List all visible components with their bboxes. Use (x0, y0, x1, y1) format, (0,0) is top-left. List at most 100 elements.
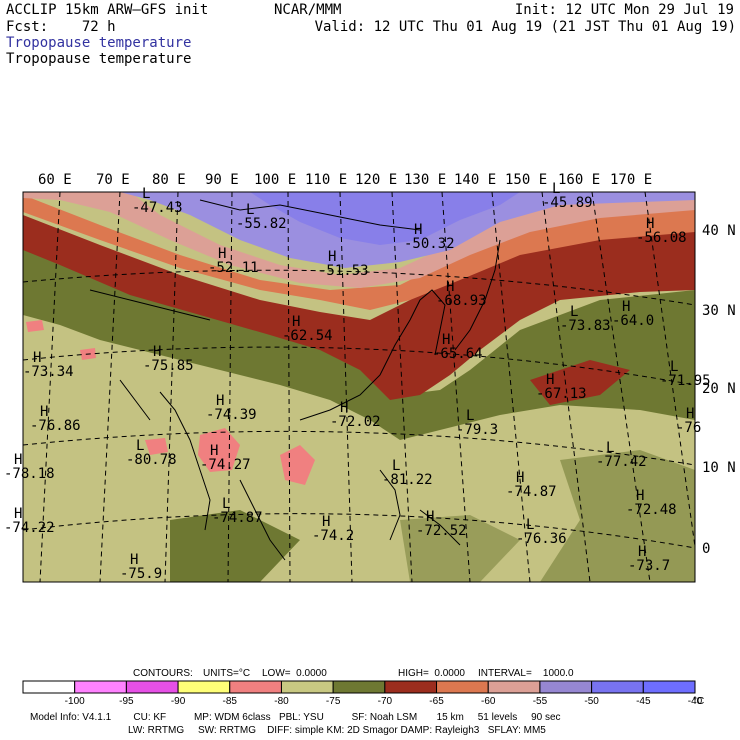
field-name-2: Tropopause temperature (6, 51, 192, 67)
pressure-center-value: -52.11 (208, 260, 259, 276)
pressure-center-value: -72.52 (416, 523, 467, 539)
colorbar-swatch (436, 680, 489, 694)
interval-label: INTERVAL= 1000.0 (478, 668, 574, 679)
lon-label: 70 E (96, 172, 130, 188)
pressure-center-value: -51.53 (318, 263, 369, 279)
pressure-center-letter: H (686, 406, 694, 422)
pressure-center-value: -62.54 (282, 328, 333, 344)
pressure-center-value: -76.36 (516, 531, 567, 547)
pressure-center-value: -73.7 (628, 558, 670, 574)
pressure-center-letter: H (153, 344, 161, 360)
colorbar: -100 -95 -90 -85 -80 -75 -70 -65 -60 -55 -50 -45 -40… (22, 680, 704, 707)
shaded-field (23, 192, 695, 582)
lon-label: 170 E (610, 172, 652, 188)
lon-label: 160 E (558, 172, 600, 188)
pressure-center-letter: L (392, 458, 400, 474)
pressure-center-letter: H (426, 509, 434, 525)
colorbar-swatch (539, 680, 593, 694)
pressure-center-value: -77.42 (596, 454, 647, 470)
pressure-center-letter: H (646, 216, 654, 232)
colorbar-swatch (642, 680, 696, 694)
lat-label: 20 N (702, 381, 736, 397)
colorbar-tick-label: -60 (481, 696, 496, 707)
lon-label: 80 E (152, 172, 186, 188)
lon-label: 140 E (454, 172, 496, 188)
model-info-line-2: LW: RRTMG SW: RRTMG DIFF: simple KM: 2D … (128, 725, 546, 736)
pressure-center-letter: H (292, 314, 300, 330)
lat-label: 40 N (702, 223, 736, 239)
valid-time: Valid: 12 UTC Thu 01 Aug 19 (21 JST Thu … (314, 19, 736, 35)
lon-label: 110 E (305, 172, 347, 188)
low-label: LOW= 0.0000 (262, 668, 327, 679)
colorbar-swatch (384, 680, 438, 694)
pressure-center-value: -76 (676, 420, 701, 436)
pressure-center-letter: L (606, 440, 614, 456)
colorbar-tick-label: -85 (223, 696, 238, 707)
pressure-center-value: -55.82 (236, 216, 287, 232)
colorbar-swatch (74, 680, 127, 694)
colorbar-swatch (22, 680, 76, 694)
colorbar-tick-label: -70 (378, 696, 393, 707)
pressure-center-letter: H (414, 222, 422, 238)
lat-label: 10 N (702, 460, 736, 476)
pressure-center-value: -74.39 (206, 407, 257, 423)
lon-label: 120 E (355, 172, 397, 188)
colorbar-swatch (280, 680, 334, 694)
colorbar-tick-label: -90 (171, 696, 186, 707)
lon-label: 100 E (254, 172, 296, 188)
pressure-center-letter: H (210, 443, 218, 459)
organization: NCAR/MMM (274, 2, 342, 18)
pressure-center-letter: L (136, 438, 144, 454)
pressure-center-letter: H (40, 404, 48, 420)
pressure-center-value: -74.22 (4, 520, 55, 536)
pressure-center-letter: H (33, 350, 41, 366)
pressure-center-value: -74.27 (200, 457, 251, 473)
colorbar-tick-label: -40 (688, 696, 703, 707)
pressure-center-value: -68.93 (436, 293, 487, 309)
contours-label: CONTOURS: (133, 668, 193, 679)
colorbar-tick-label: -50 (584, 696, 599, 707)
pressure-center-letter: L (246, 202, 254, 218)
colorbar-tick-label: -95 (119, 696, 134, 707)
pressure-center-letter: H (516, 470, 524, 486)
pressure-center-letter: L (570, 304, 578, 320)
pressure-center-letter: L (526, 517, 534, 533)
high-low-labels: L-47.43 L-55.82H-52.11H-51.53H-50.32L-45.… (4, 181, 711, 582)
pressure-center-letter: H (322, 514, 330, 530)
pressure-center-letter: H (218, 246, 226, 262)
colorbar-tick-label: -55 (533, 696, 548, 707)
field-name-1: Tropopause temperature (6, 35, 192, 51)
colorbar-swatch (487, 680, 541, 694)
colorbar-swatch (229, 680, 282, 694)
pressure-center-letter: H (328, 249, 336, 265)
pressure-center-letter: L (552, 181, 560, 197)
pressure-center-value: -67.13 (536, 386, 587, 402)
lon-label: 60 E (38, 172, 72, 188)
lon-label: 150 E (505, 172, 547, 188)
pressure-center-value: -74.87 (506, 484, 557, 500)
colorbar-tick-label: -45 (636, 696, 651, 707)
pressure-center-value: -47.43 (132, 200, 183, 216)
pressure-center-letter: L (670, 359, 678, 375)
pressure-center-letter: H (622, 299, 630, 315)
pressure-center-letter: H (638, 544, 646, 560)
colorbar-swatch (125, 680, 179, 694)
colorbar-tick-label: -65 (429, 696, 444, 707)
pressure-center-letter: H (14, 452, 22, 468)
longitude-labels: 60 E 70 E 80 E 90 E 100 E 110 E 120 E 13… (38, 172, 652, 188)
lat-label: 30 N (702, 303, 736, 319)
pressure-center-value: -81.22 (382, 472, 433, 488)
pressure-center-value: -73.34 (23, 364, 74, 380)
forecast-hour: Fcst: 72 h (6, 19, 116, 35)
pressure-center-value: -65.64 (432, 346, 483, 362)
lon-label: 90 E (205, 172, 239, 188)
colorbar-swatch (177, 680, 231, 694)
pressure-center-value: -80.78 (126, 452, 177, 468)
pressure-center-letter: H (636, 488, 644, 504)
units-label: UNITS=°C (203, 668, 251, 679)
pressure-center-value: -75.85 (143, 358, 194, 374)
pressure-center-letter: H (14, 506, 22, 522)
pressure-center-letter: H (216, 393, 224, 409)
pressure-center-letter: H (446, 279, 454, 295)
